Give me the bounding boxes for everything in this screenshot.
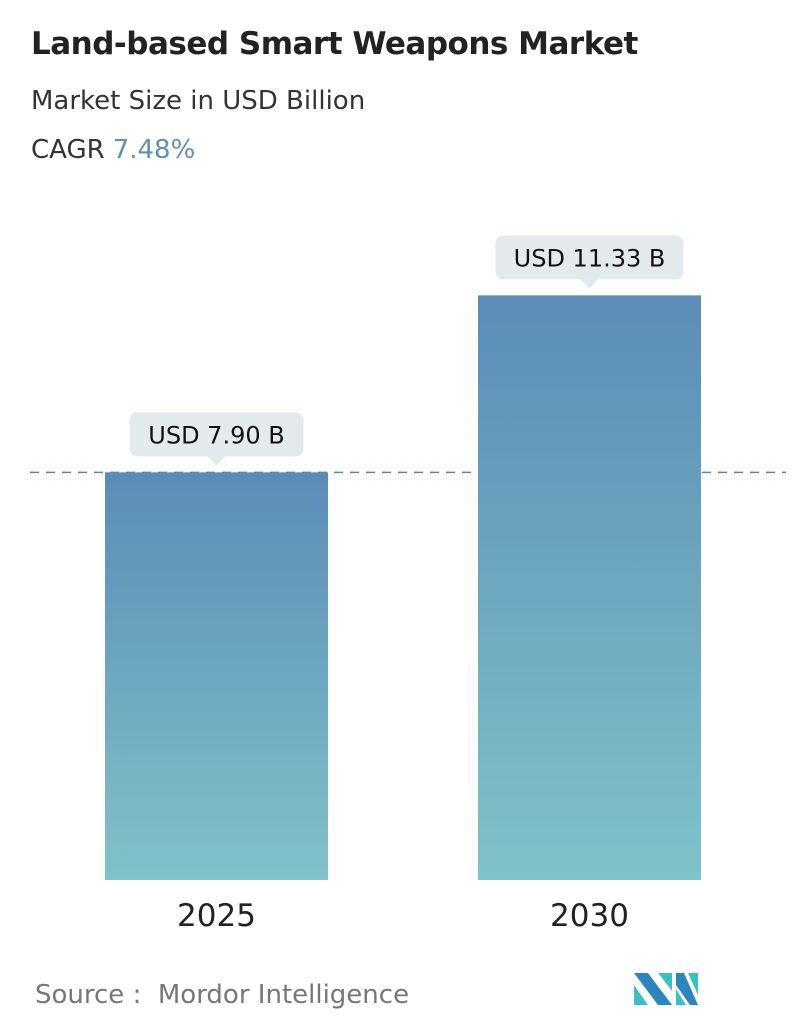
cagr-label: CAGR (31, 135, 105, 165)
bar-2030 (478, 295, 701, 880)
source: Source : Mordor Intelligence (35, 980, 409, 1010)
data-label-pointer (207, 456, 226, 466)
chart-subtitle: Market Size in USD Billion (31, 86, 366, 116)
x-tick-label: 2030 (550, 898, 629, 934)
bar-chart: USD 7.90 B 2025 USD 11.33 B 2030 (30, 235, 786, 934)
data-label-bg (129, 412, 304, 457)
data-label: USD 11.33 B (514, 244, 666, 272)
source-label: Source : (35, 980, 142, 1010)
bar-2025 (105, 472, 328, 880)
chart-title: Land-based Smart Weapons Market (31, 26, 638, 62)
data-label: USD 7.90 B (148, 421, 284, 449)
data-label-bg (495, 235, 684, 280)
mordor-intelligence-logo (634, 973, 698, 1005)
cagr-value: 7.48% (112, 135, 196, 165)
source-value: Mordor Intelligence (157, 980, 410, 1010)
data-label-pointer (580, 279, 599, 289)
x-tick-label: 2025 (177, 898, 256, 934)
cagr: CAGR 7.48% (31, 135, 195, 165)
